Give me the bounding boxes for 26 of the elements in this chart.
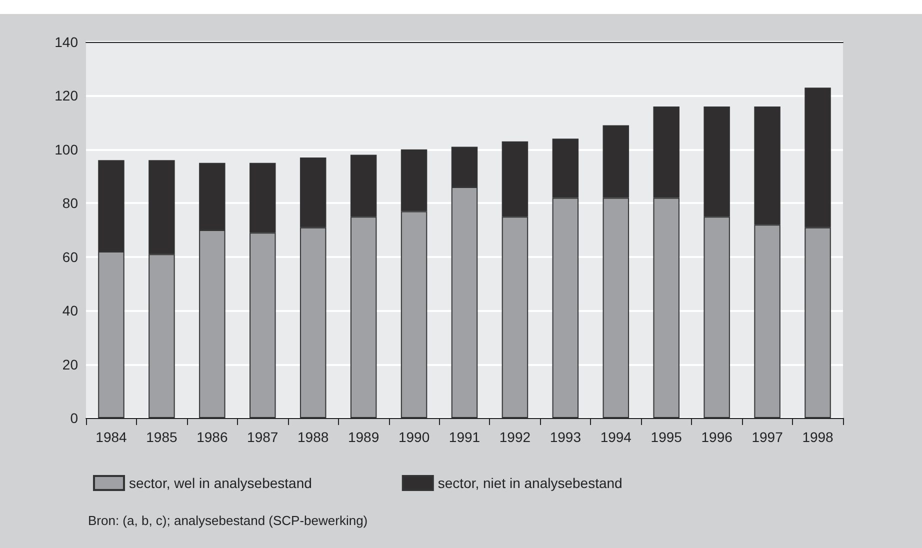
y-tick-label: 140 <box>54 34 78 50</box>
x-tick-label: 1984 <box>96 429 128 445</box>
x-tick-label: 1990 <box>398 429 430 445</box>
y-tick-label: 0 <box>70 410 78 426</box>
y-tick-label: 120 <box>54 88 78 104</box>
legend-label: sector, wel in analysebestand <box>129 475 312 491</box>
x-tick-label: 1993 <box>550 429 582 445</box>
x-tick-label: 1985 <box>146 429 178 445</box>
x-tick-label: 1998 <box>802 429 834 445</box>
x-tick-label: 1987 <box>247 429 278 445</box>
y-tick-label: 60 <box>62 248 78 265</box>
x-tick-label: 1997 <box>752 429 784 445</box>
y-tick-label: 80 <box>62 195 78 212</box>
legend-label: sector, niet in analysebestand <box>438 475 622 491</box>
x-tick-label: 1991 <box>448 429 480 445</box>
y-tick-label: 40 <box>62 302 78 319</box>
x-tick-label: 1989 <box>348 429 380 445</box>
x-tick-label: 1994 <box>600 429 632 445</box>
x-tick-label: 1986 <box>196 429 228 445</box>
x-tick-label: 1996 <box>701 429 733 445</box>
x-tick-label: 1988 <box>298 429 329 445</box>
x-tick-label: 1992 <box>499 429 531 445</box>
x-tick-label: 1995 <box>650 429 682 445</box>
y-tick-label: 20 <box>62 356 78 372</box>
y-tick-label: 100 <box>54 141 78 158</box>
text: Bron: (a, b, c); analysebestand (SCP-bewerking) <box>88 513 368 528</box>
